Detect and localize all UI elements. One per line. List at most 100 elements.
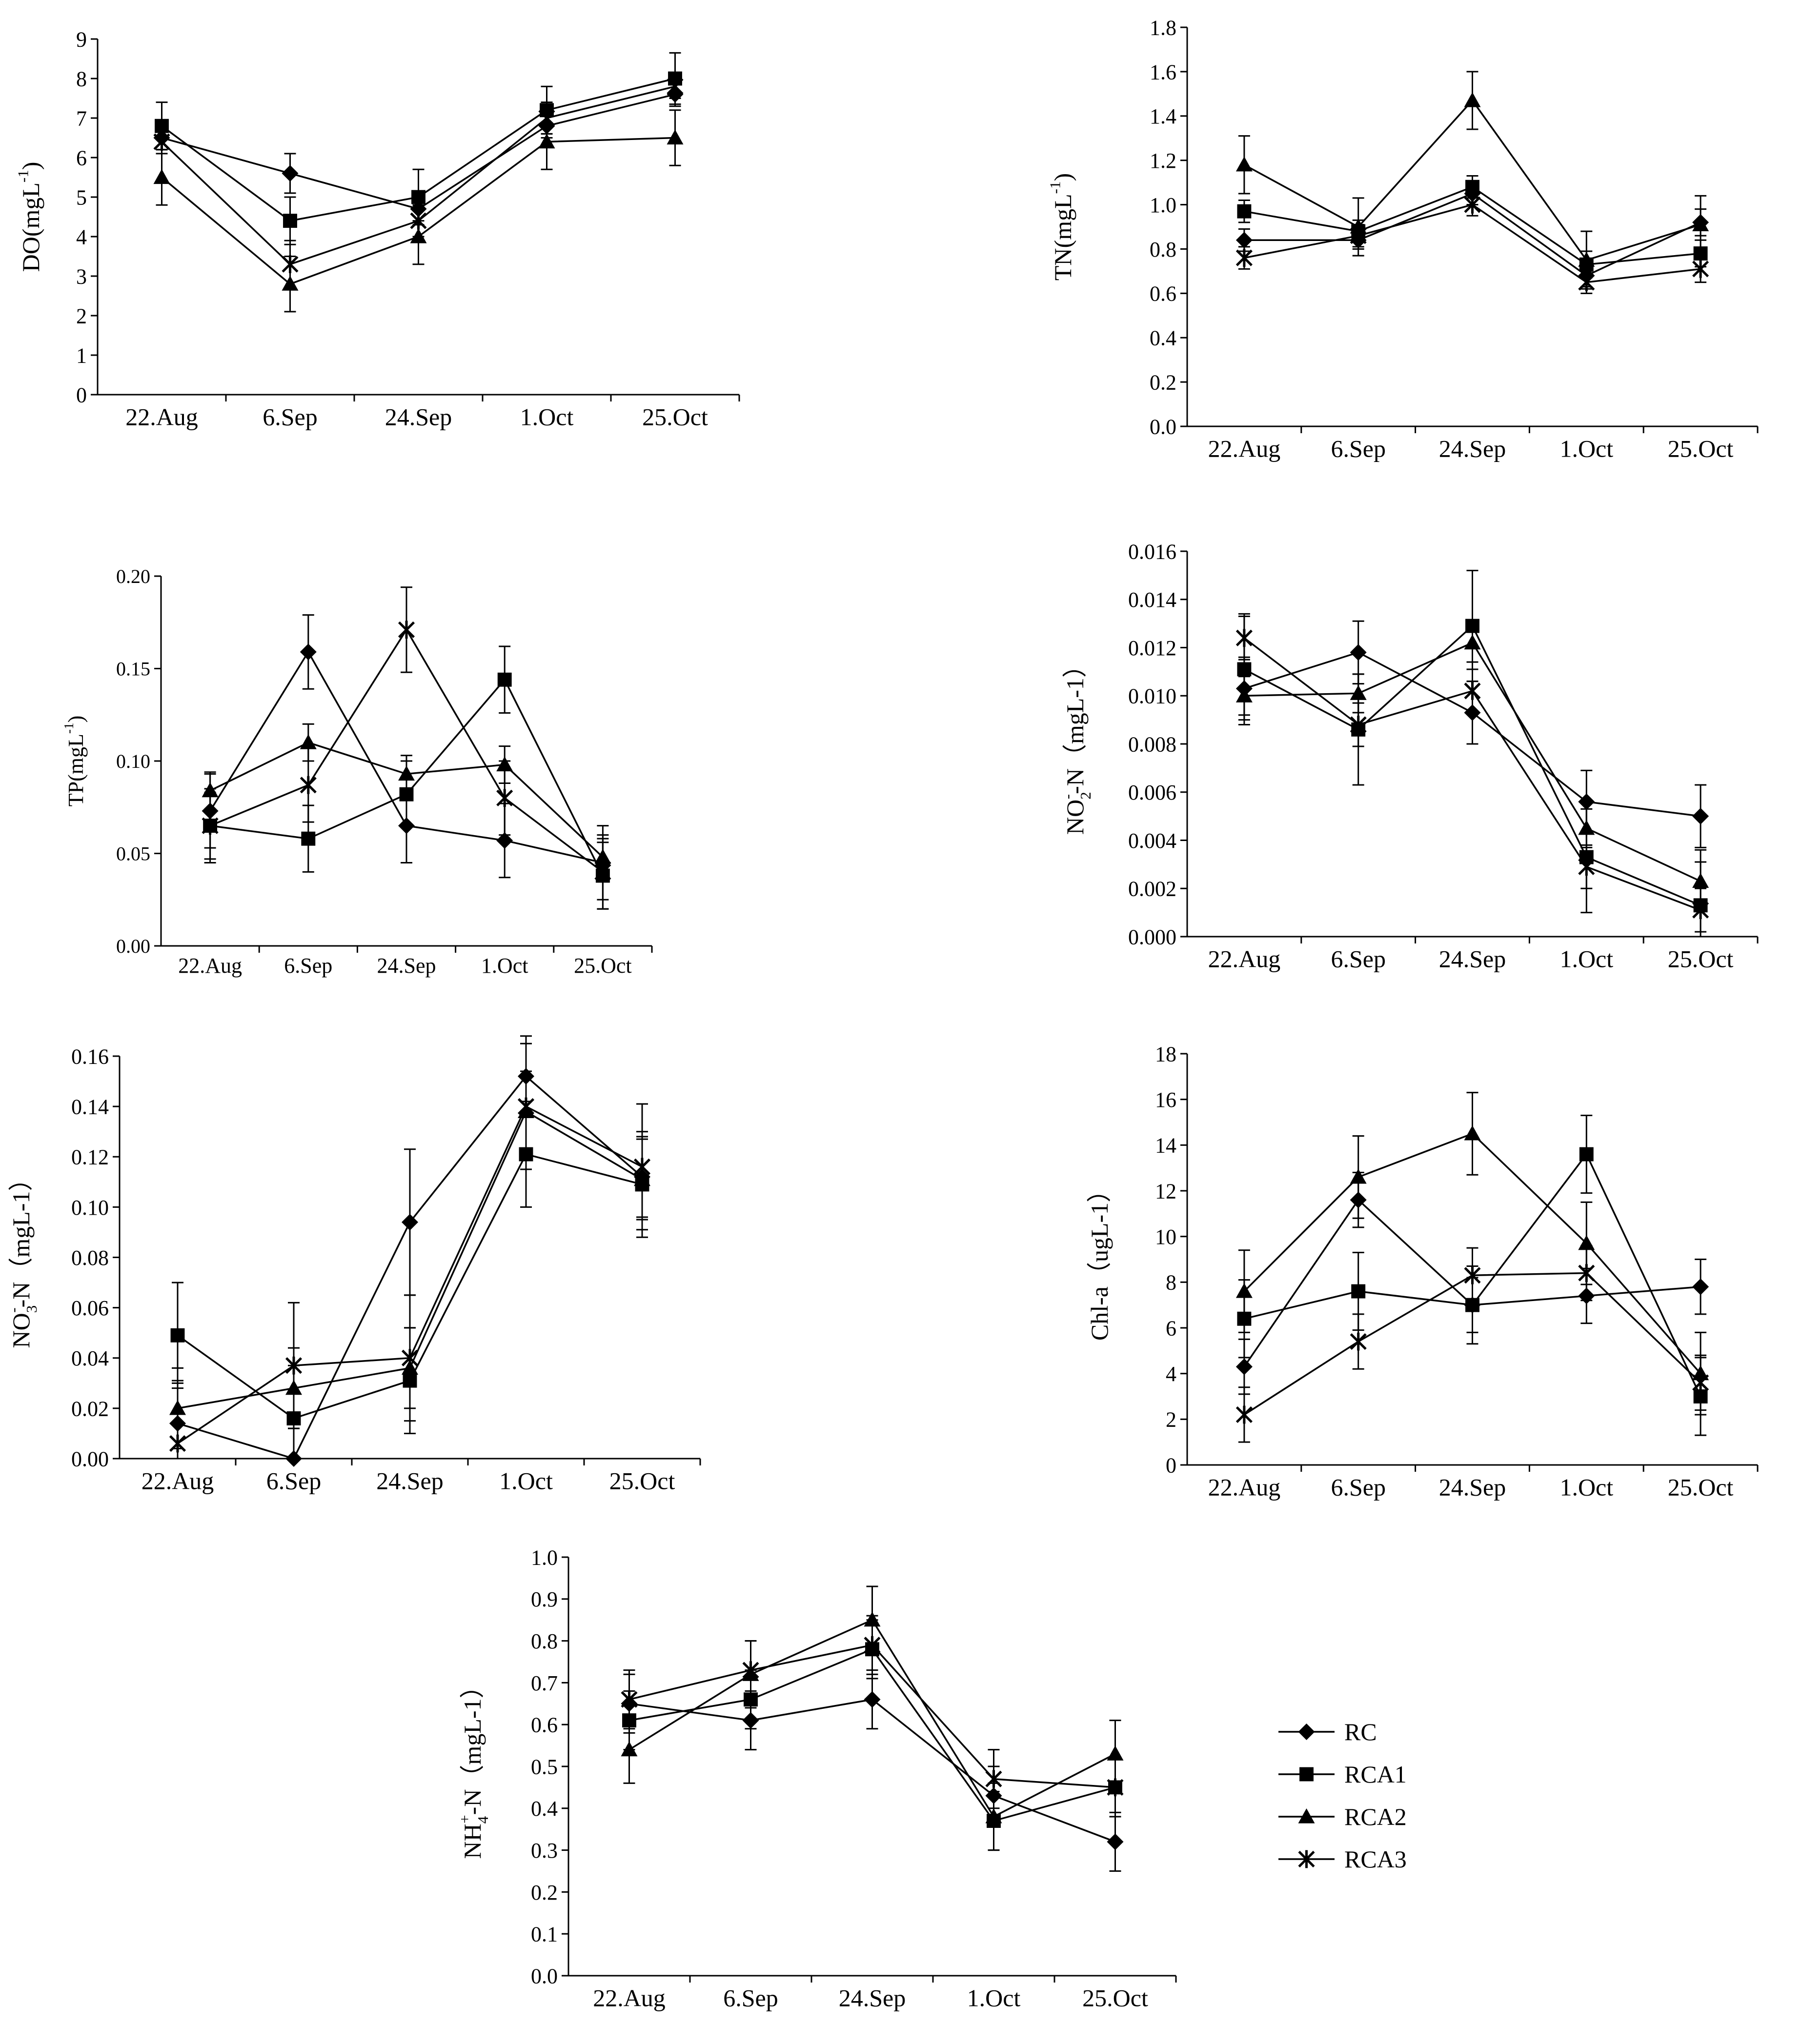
y-tick-label: 18: [1155, 1042, 1176, 1066]
y-axis-label: NH4+-N（mgL-1）: [456, 1674, 492, 1859]
y-tick-label: 10: [1155, 1225, 1176, 1249]
data-point: [1237, 204, 1252, 219]
data-point: [402, 1214, 418, 1231]
series-rca3: [153, 74, 684, 289]
y-axis-label-part: -N（mgL-1）: [459, 1674, 486, 1815]
x-tick-label: 6.Sep: [263, 403, 318, 431]
x-tick-label: 1.Oct: [481, 954, 528, 978]
x-tick-label: 1.Oct: [499, 1467, 553, 1495]
data-point: [300, 776, 317, 794]
y-tick-label: 0.002: [1128, 877, 1176, 901]
series-rca3: [1235, 1244, 1709, 1443]
data-point: [621, 1690, 638, 1709]
data-point: [1578, 273, 1595, 291]
series-rca1: [1237, 1114, 1708, 1436]
data-point: [301, 831, 316, 846]
x-tick-label: 6.Sep: [1331, 1474, 1386, 1501]
y-tick-label: 0.06: [71, 1296, 109, 1320]
data-point: [1464, 1125, 1481, 1141]
y-tick-label: 0.2: [1150, 371, 1176, 395]
data-point: [1235, 1358, 1253, 1375]
x-tick-label: 22.Aug: [593, 1984, 666, 2012]
data-point: [1578, 820, 1595, 835]
y-tick-label: 0.00: [71, 1447, 109, 1471]
y-tick-label: 0.05: [116, 843, 150, 865]
y-tick-label: 0.08: [71, 1246, 109, 1270]
y-tick-label: 1.0: [1150, 193, 1176, 217]
y-tick-label: 0.02: [71, 1397, 109, 1421]
x-tick-label: 25.Oct: [1668, 1474, 1734, 1501]
data-point: [1107, 1833, 1124, 1850]
x-tick-label: 1.Oct: [1559, 945, 1613, 973]
y-tick-label: 0.6: [1150, 282, 1176, 306]
x-tick-label: 1.Oct: [1559, 435, 1613, 462]
y-tick-label: 0.16: [71, 1044, 109, 1068]
legend-label: RCA2: [1344, 1803, 1407, 1830]
y-tick-label: 0.012: [1128, 636, 1176, 660]
y-tick-label: 0.8: [1150, 238, 1176, 261]
data-point: [1692, 808, 1709, 825]
y-axis-label-part: ): [64, 716, 88, 723]
data-point: [1692, 260, 1709, 278]
data-point: [985, 1808, 1002, 1824]
data-point: [282, 255, 299, 274]
y-tick-label: 0.15: [116, 658, 150, 680]
y-tick-label: 5: [76, 185, 87, 209]
data-point: [621, 1741, 638, 1757]
x-tick-label: 22.Aug: [1208, 435, 1281, 462]
y-axis-label: TN(mgL-1): [1047, 173, 1077, 281]
y-axis-label-part: TP(mgL: [64, 734, 88, 806]
series-rca3: [1235, 193, 1709, 294]
data-point: [1692, 901, 1709, 920]
y-tick-label: 0.7: [531, 1671, 558, 1695]
y-tick-label: 0.8: [531, 1629, 558, 1653]
chart-do: 0 1 2 3 4 5 6 7 8 9 22.Aug 6.Sep 24.Sep 1.Oct 25.Oct DO…: [15, 27, 740, 431]
data-point: [1235, 156, 1253, 172]
data-point: [1235, 232, 1253, 249]
y-tick-label: 1.2: [1150, 149, 1176, 173]
data-point: [1351, 1284, 1366, 1299]
series-rca3: [202, 586, 611, 910]
y-axis-label-part: NO: [1061, 800, 1089, 835]
y-tick-label: 1: [76, 343, 87, 367]
data-point: [1107, 1745, 1124, 1761]
data-point: [1464, 634, 1481, 650]
series-rc: [621, 1669, 1124, 1872]
data-point: [1465, 180, 1479, 194]
y-tick-label: 0: [76, 383, 87, 407]
x-tick-label: 25.Oct: [1668, 435, 1734, 462]
y-tick-label: 0.1: [531, 1923, 558, 1946]
y-tick-label: 0.10: [71, 1196, 109, 1220]
y-axis-label-part: NO: [7, 1313, 35, 1348]
x-tick-label: 24.Sep: [377, 954, 436, 978]
x-tick-label: 24.Sep: [839, 1984, 906, 2012]
y-axis-label-part: 4: [474, 1816, 491, 1824]
y-tick-label: 0.20: [116, 565, 150, 587]
series-rca3: [1235, 615, 1709, 933]
data-point: [496, 789, 513, 807]
y-axis-label: DO(mgL-1): [15, 162, 45, 272]
y-axis-label-part: ): [1049, 173, 1076, 181]
data-point: [153, 133, 170, 151]
data-point: [496, 832, 513, 849]
y-tick-label: 0.004: [1128, 829, 1176, 853]
y-tick-label: 0.9: [531, 1587, 558, 1611]
x-tick-label: 22.Aug: [125, 403, 198, 431]
data-point: [1237, 662, 1252, 677]
y-tick-label: 1.0: [531, 1545, 558, 1569]
x-tick-label: 24.Sep: [1439, 945, 1506, 973]
y-tick-label: 0.14: [71, 1095, 109, 1119]
x-tick-label: 24.Sep: [1439, 1474, 1506, 1501]
data-point: [153, 169, 170, 184]
x-tick-label: 6.Sep: [1331, 945, 1386, 973]
x-tick-label: 25.Oct: [609, 1467, 675, 1495]
y-tick-label: 3: [76, 264, 87, 288]
data-point: [1464, 92, 1481, 107]
y-tick-label: 0.6: [531, 1713, 558, 1737]
data-point: [1107, 1778, 1124, 1797]
y-axis-label-part: 2: [1077, 792, 1094, 800]
data-point: [1578, 1264, 1595, 1282]
data-point: [742, 1661, 759, 1680]
x-tick-label: 22.Aug: [1208, 945, 1281, 973]
legend-label: RCA3: [1344, 1845, 1407, 1873]
